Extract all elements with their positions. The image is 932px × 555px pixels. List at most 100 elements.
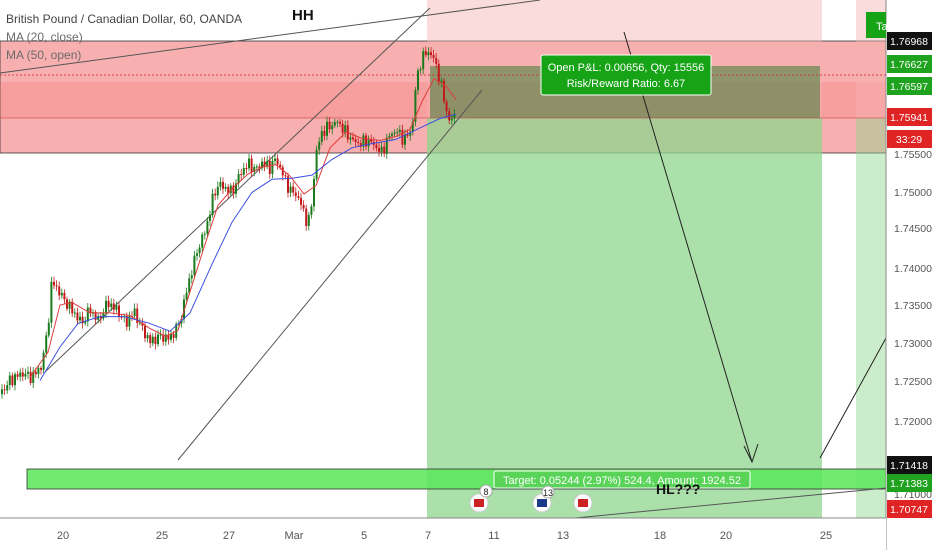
price-label-box xyxy=(887,500,932,518)
candle xyxy=(170,330,172,343)
candle xyxy=(411,117,414,136)
candle xyxy=(94,309,97,325)
candle xyxy=(378,142,380,157)
candle-body xyxy=(40,368,42,370)
x-tick-label: 5 xyxy=(361,530,367,542)
candle-body xyxy=(3,389,6,391)
event-badge-8 xyxy=(479,484,493,498)
candle-body xyxy=(294,192,297,197)
legend-ma20[interactable]: MA (20, close) xyxy=(6,30,83,44)
candle xyxy=(73,308,76,318)
candle xyxy=(3,384,6,395)
candle-body xyxy=(297,196,300,198)
candle xyxy=(24,368,27,380)
candle xyxy=(136,303,139,329)
candle-body xyxy=(206,220,209,234)
candle-body xyxy=(419,69,422,71)
reward-zone-right xyxy=(856,118,886,518)
candle-body xyxy=(27,371,29,374)
candle xyxy=(391,131,393,141)
candle xyxy=(323,125,326,141)
candle xyxy=(305,204,308,231)
candle-body xyxy=(58,286,61,296)
candle xyxy=(227,184,230,199)
candle-body xyxy=(120,316,123,318)
candle xyxy=(443,77,445,104)
y-tick-label: 1.74000 xyxy=(894,263,932,275)
candle-body xyxy=(424,51,427,56)
candle-body xyxy=(396,132,399,134)
candle xyxy=(201,232,204,252)
candle-body xyxy=(255,166,258,168)
candle xyxy=(242,162,245,178)
candle xyxy=(151,333,154,347)
candle-body xyxy=(362,135,365,147)
uk-flag-icon-mark xyxy=(537,499,547,507)
candle-body xyxy=(144,325,146,339)
candle-body xyxy=(391,133,393,136)
candle xyxy=(315,145,318,182)
candle-body xyxy=(79,316,81,321)
candle xyxy=(263,157,266,172)
candle xyxy=(14,371,16,391)
candle-body xyxy=(341,123,344,133)
support-zone xyxy=(27,469,886,489)
candle-body xyxy=(201,234,204,248)
candle-body xyxy=(235,183,237,194)
canada-flag-icon-mark xyxy=(578,499,588,507)
candle-body xyxy=(196,253,198,256)
candle xyxy=(302,200,305,212)
lower-projection-line xyxy=(574,487,887,519)
y-tick-label: 1.74500 xyxy=(894,223,932,235)
candle xyxy=(271,155,274,179)
candle-body xyxy=(266,160,269,167)
candle-body xyxy=(292,186,295,193)
candle-body xyxy=(164,334,167,342)
candle-body xyxy=(263,161,266,167)
candle-body xyxy=(136,308,139,323)
candle xyxy=(45,331,48,358)
candle xyxy=(42,349,45,374)
price-label-box xyxy=(887,32,932,50)
candle xyxy=(427,47,430,61)
candle-body xyxy=(393,132,396,134)
candle xyxy=(250,154,253,177)
candle xyxy=(118,302,120,322)
candle xyxy=(60,288,63,299)
ma50-line xyxy=(39,113,457,381)
candle-body xyxy=(170,333,172,340)
candle xyxy=(424,46,427,58)
candle xyxy=(388,132,391,140)
candle xyxy=(203,231,206,240)
candle-body xyxy=(138,322,141,324)
candle xyxy=(417,68,419,95)
candle xyxy=(27,366,29,379)
candle xyxy=(336,119,339,128)
legend-ma50[interactable]: MA (50, open) xyxy=(6,48,82,62)
candle-body xyxy=(162,334,165,342)
candle-body xyxy=(398,129,401,133)
candle-body xyxy=(300,197,302,205)
candle xyxy=(32,367,35,389)
candle-body xyxy=(84,321,87,324)
candle-body xyxy=(318,141,321,150)
candle-body xyxy=(323,130,326,136)
x-tick-label: 20 xyxy=(57,530,69,542)
candle-body xyxy=(63,292,66,300)
candle-body xyxy=(6,385,9,391)
candle-body xyxy=(125,316,128,327)
chart-title: British Pound / Canadian Dollar, 60, OAN… xyxy=(6,12,243,26)
candle xyxy=(89,303,92,318)
candle xyxy=(268,155,271,179)
channel-lower-line xyxy=(177,89,483,461)
candle xyxy=(365,132,367,150)
candle xyxy=(261,157,263,171)
candle-body xyxy=(248,158,250,169)
candle xyxy=(16,370,19,381)
event-badge-13-label: 13 xyxy=(543,488,553,498)
candle xyxy=(318,137,321,155)
price-label: 33:29 xyxy=(896,134,922,146)
